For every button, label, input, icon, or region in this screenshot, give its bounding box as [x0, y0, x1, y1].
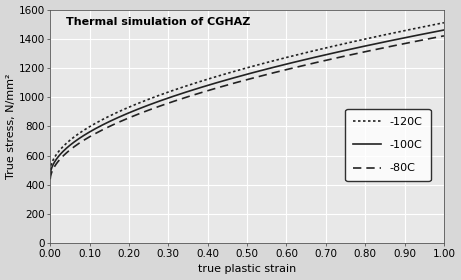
-100C	[441, 28, 447, 32]
-80C	[441, 34, 447, 38]
-120C	[47, 169, 53, 172]
-80C	[47, 178, 53, 181]
-80C	[430, 36, 435, 40]
-100C	[430, 31, 435, 34]
-80C	[67, 148, 73, 151]
-100C	[357, 45, 363, 49]
-80C	[430, 36, 435, 40]
-100C	[229, 77, 234, 80]
-80C	[357, 51, 363, 54]
-80C	[239, 80, 244, 83]
-80C	[229, 82, 234, 86]
Legend: -120C, -100C, -80C: -120C, -100C, -80C	[345, 109, 431, 181]
-120C	[430, 23, 435, 27]
-120C	[67, 138, 73, 142]
Line: -120C: -120C	[50, 23, 444, 171]
Line: -100C: -100C	[50, 30, 444, 175]
-100C	[47, 173, 53, 177]
X-axis label: true plastic strain: true plastic strain	[198, 264, 296, 274]
-120C	[229, 71, 234, 74]
Y-axis label: True stress, N/mm²: True stress, N/mm²	[6, 74, 16, 179]
-120C	[357, 38, 363, 42]
Text: Thermal simulation of CGHAZ: Thermal simulation of CGHAZ	[66, 17, 250, 27]
-100C	[67, 143, 73, 147]
-120C	[239, 67, 244, 71]
-120C	[441, 21, 447, 24]
Line: -80C: -80C	[50, 36, 444, 179]
-120C	[430, 23, 435, 27]
-100C	[430, 31, 435, 34]
-100C	[239, 74, 244, 77]
